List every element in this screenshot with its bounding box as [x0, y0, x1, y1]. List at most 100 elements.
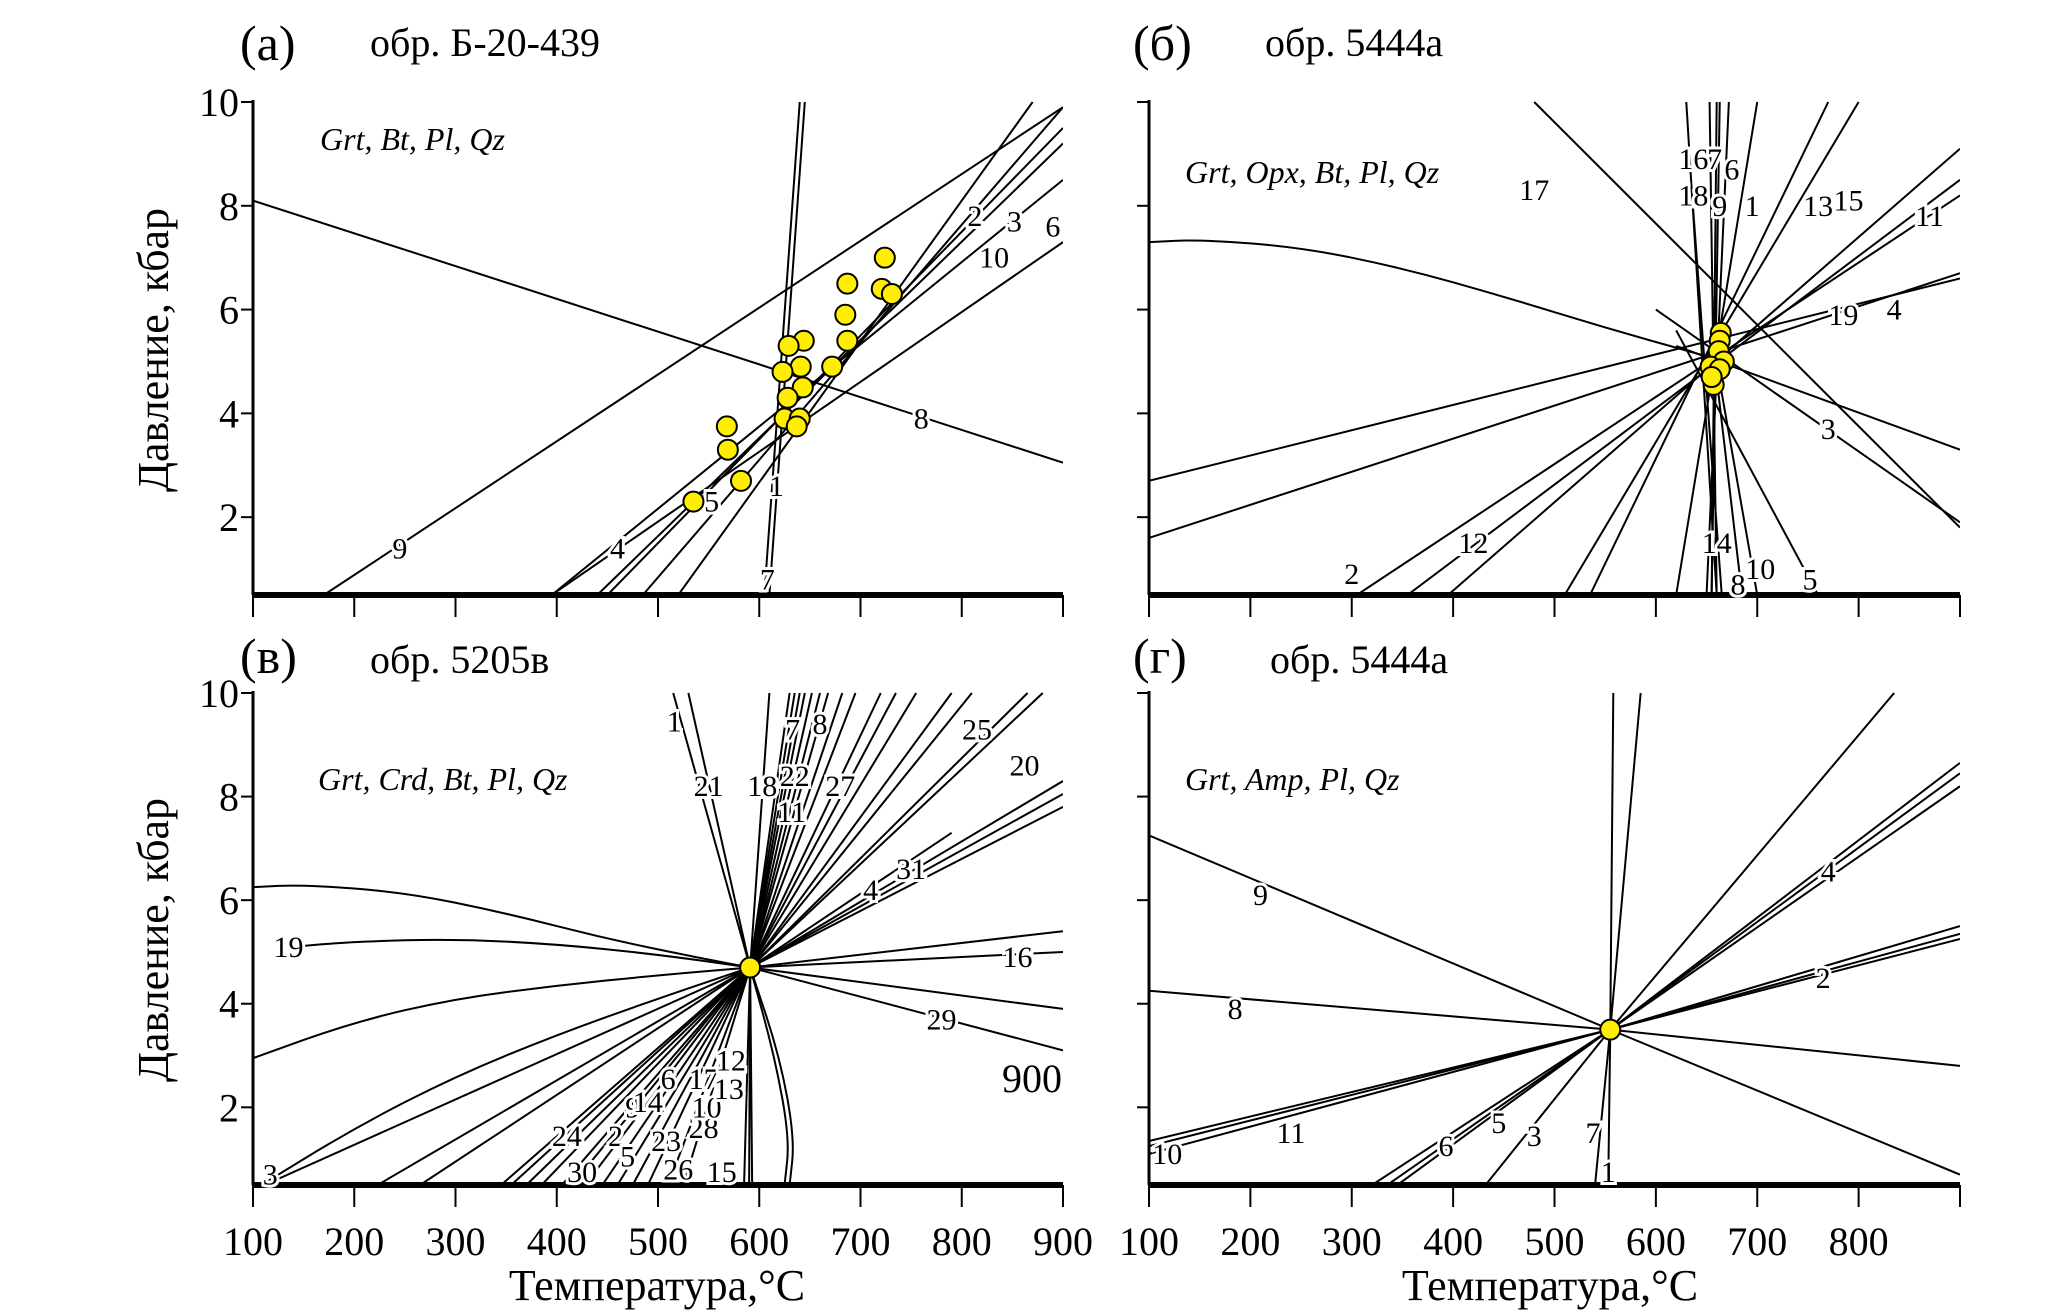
y-tick-label: 4 — [219, 391, 239, 436]
reaction-label: 1 — [769, 470, 784, 503]
reaction-line — [419, 966, 751, 1185]
reaction-label: 5 — [1802, 563, 1817, 596]
reaction-curve — [749, 967, 789, 1185]
reaction-label: 14 — [1702, 527, 1732, 560]
pt-estimate-point — [789, 355, 812, 378]
reaction-label: 10 — [1745, 553, 1775, 586]
panel-v-assemblage: Grt, Crd, Bt, Pl, Qz — [318, 761, 568, 797]
pt-estimate-point — [776, 386, 799, 409]
reaction-label: 7 — [760, 563, 775, 596]
reaction-line — [631, 967, 752, 1185]
reaction-label: 27 — [825, 770, 855, 803]
reaction-label: 30 — [567, 1156, 597, 1189]
reaction-label: 31 — [896, 853, 926, 886]
reaction-line — [1149, 1028, 1611, 1148]
reaction-line — [1149, 272, 1960, 539]
pt-estimate-point — [785, 415, 808, 438]
y-axis-title-bottom: Давление, кбар — [129, 798, 178, 1082]
reaction-line — [749, 692, 857, 968]
reaction-line — [1609, 762, 1960, 1031]
reaction-line — [749, 692, 918, 969]
reaction-line — [1609, 692, 1615, 1030]
reaction-line — [749, 692, 821, 968]
pt-estimate-point — [730, 469, 753, 492]
reaction-label: 18 — [1678, 179, 1708, 212]
y-axis-title-top: Давление, кбар — [129, 208, 178, 492]
reaction-label: 6 — [1724, 153, 1739, 186]
reaction-label: 4 — [610, 532, 625, 565]
reaction-label: 8 — [1228, 993, 1243, 1026]
x-tick-label: 300 — [426, 1219, 486, 1264]
reaction-label: 28 — [689, 1112, 719, 1145]
x-axis-title-left: Температура,°C — [509, 1261, 805, 1310]
reaction-label: 1 — [1745, 190, 1760, 223]
reaction-label: 13 — [1803, 190, 1833, 223]
pt-estimate-point — [821, 355, 844, 378]
reaction-line — [750, 966, 1063, 1010]
reaction-line — [1610, 1028, 1960, 1067]
reaction-label: 11 — [777, 796, 806, 829]
pt-estimate-point — [873, 246, 896, 269]
reaction-line — [1149, 834, 1611, 1031]
panel-b-assemblage: Grt, Opx, Bt, Pl, Qz — [1185, 154, 1440, 190]
reaction-line — [750, 950, 1063, 969]
pt-estimate-point — [777, 334, 800, 357]
reaction-line — [642, 106, 1063, 595]
reaction-line — [571, 966, 751, 1185]
y-tick-label: 10 — [199, 671, 239, 716]
x-tick-label: 300 — [1322, 1219, 1382, 1264]
x-tick-label: 100 — [1119, 1219, 1179, 1264]
panel-a-assemblage: Grt, Bt, Pl, Qz — [320, 121, 505, 157]
reaction-line — [749, 692, 1029, 969]
panel-v-letter: (в) — [240, 628, 297, 684]
pt-estimate-point — [1599, 1018, 1622, 1041]
reaction-label: 11 — [1276, 1117, 1305, 1150]
pt-estimate-point — [791, 376, 814, 399]
reaction-line — [616, 966, 751, 1185]
reaction-label: 4 — [1821, 856, 1836, 889]
reaction-label: 14 — [633, 1086, 663, 1119]
x-tick-label: 800 — [932, 1219, 992, 1264]
reaction-label: 2 — [1344, 558, 1359, 591]
reaction-line — [561, 966, 751, 1185]
reaction-label: 10 — [1152, 1138, 1182, 1171]
reaction-label: 22 — [780, 760, 810, 793]
pt-estimate-point — [682, 490, 705, 513]
reaction-label: 23 — [651, 1125, 681, 1158]
reaction-line — [377, 966, 751, 1185]
reaction-curve — [259, 966, 751, 1185]
x-tick-label: 700 — [831, 1219, 891, 1264]
pt-estimate-point — [715, 415, 738, 438]
reaction-line — [749, 692, 882, 968]
x-tick-label: 600 — [1626, 1219, 1686, 1264]
y-tick-label: 2 — [219, 495, 239, 540]
reaction-label: 10 — [692, 1091, 722, 1124]
reaction-line — [262, 966, 751, 1185]
x-tick-label: 900 — [1033, 1219, 1093, 1264]
reaction-label: 8 — [813, 708, 828, 741]
reaction-label: 9 — [1253, 879, 1268, 912]
panel-g-title: обр. 5444а — [1270, 637, 1448, 682]
reaction-line — [1609, 772, 1960, 1031]
reaction-line — [323, 106, 1063, 595]
reaction-label: 1 — [667, 705, 682, 738]
reaction-line — [749, 692, 830, 968]
reaction-label: 2 — [967, 200, 982, 233]
panel-b: (б) обр. 5444а Grt, Opx, Bt, Pl, Qz 1716… — [1133, 15, 1961, 617]
reaction-line — [749, 692, 771, 968]
reaction-label: 26 — [663, 1153, 693, 1186]
panel-a: (а) обр. Б-20-439 Grt, Bt, Pl, Qz 2 4 6 8 10… — [199, 15, 1064, 617]
reaction-label: 5 — [704, 486, 719, 519]
reaction-label: 3 — [1007, 205, 1022, 238]
reaction-label: 5 — [620, 1141, 635, 1174]
reaction-label: 4 — [863, 874, 878, 907]
panel-a-letter: (а) — [240, 15, 296, 71]
reaction-curve — [749, 967, 794, 1185]
reaction-line — [749, 692, 897, 968]
reaction-label: 24 — [552, 1120, 582, 1153]
pt-estimate-point — [880, 283, 903, 306]
reaction-label: 9 — [1712, 190, 1727, 223]
reaction-label: 6 — [1439, 1130, 1454, 1163]
pt-estimate-point — [1700, 366, 1723, 389]
